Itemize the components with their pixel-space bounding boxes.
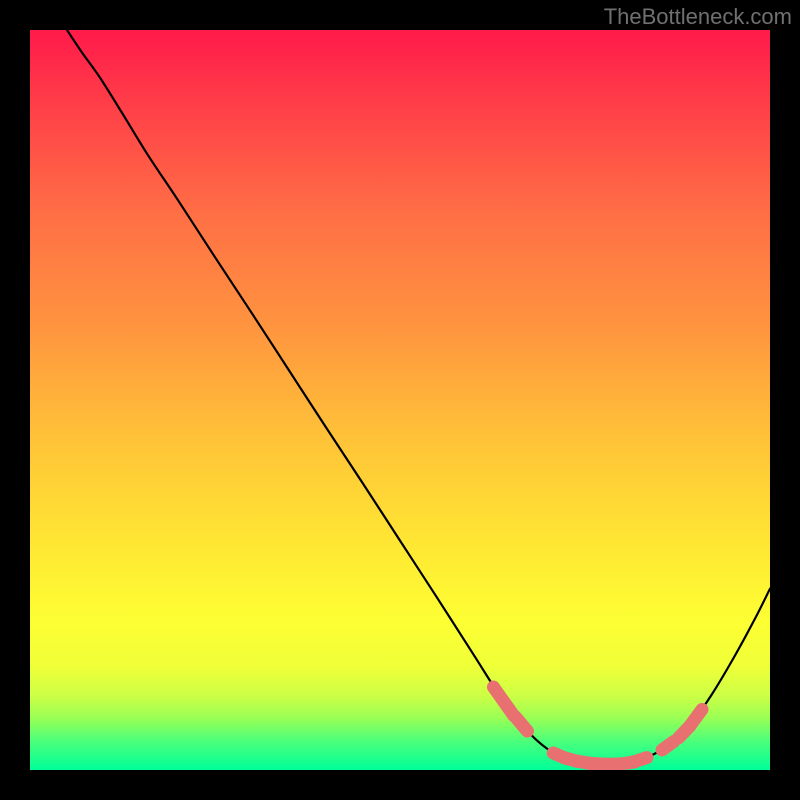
- chart-svg: [0, 0, 800, 800]
- marker-segment: [631, 758, 647, 763]
- gradient-background: [30, 30, 770, 770]
- watermark-text: TheBottleneck.com: [604, 4, 792, 30]
- bottleneck-chart: TheBottleneck.com: [0, 0, 800, 800]
- marker-segment: [662, 742, 674, 750]
